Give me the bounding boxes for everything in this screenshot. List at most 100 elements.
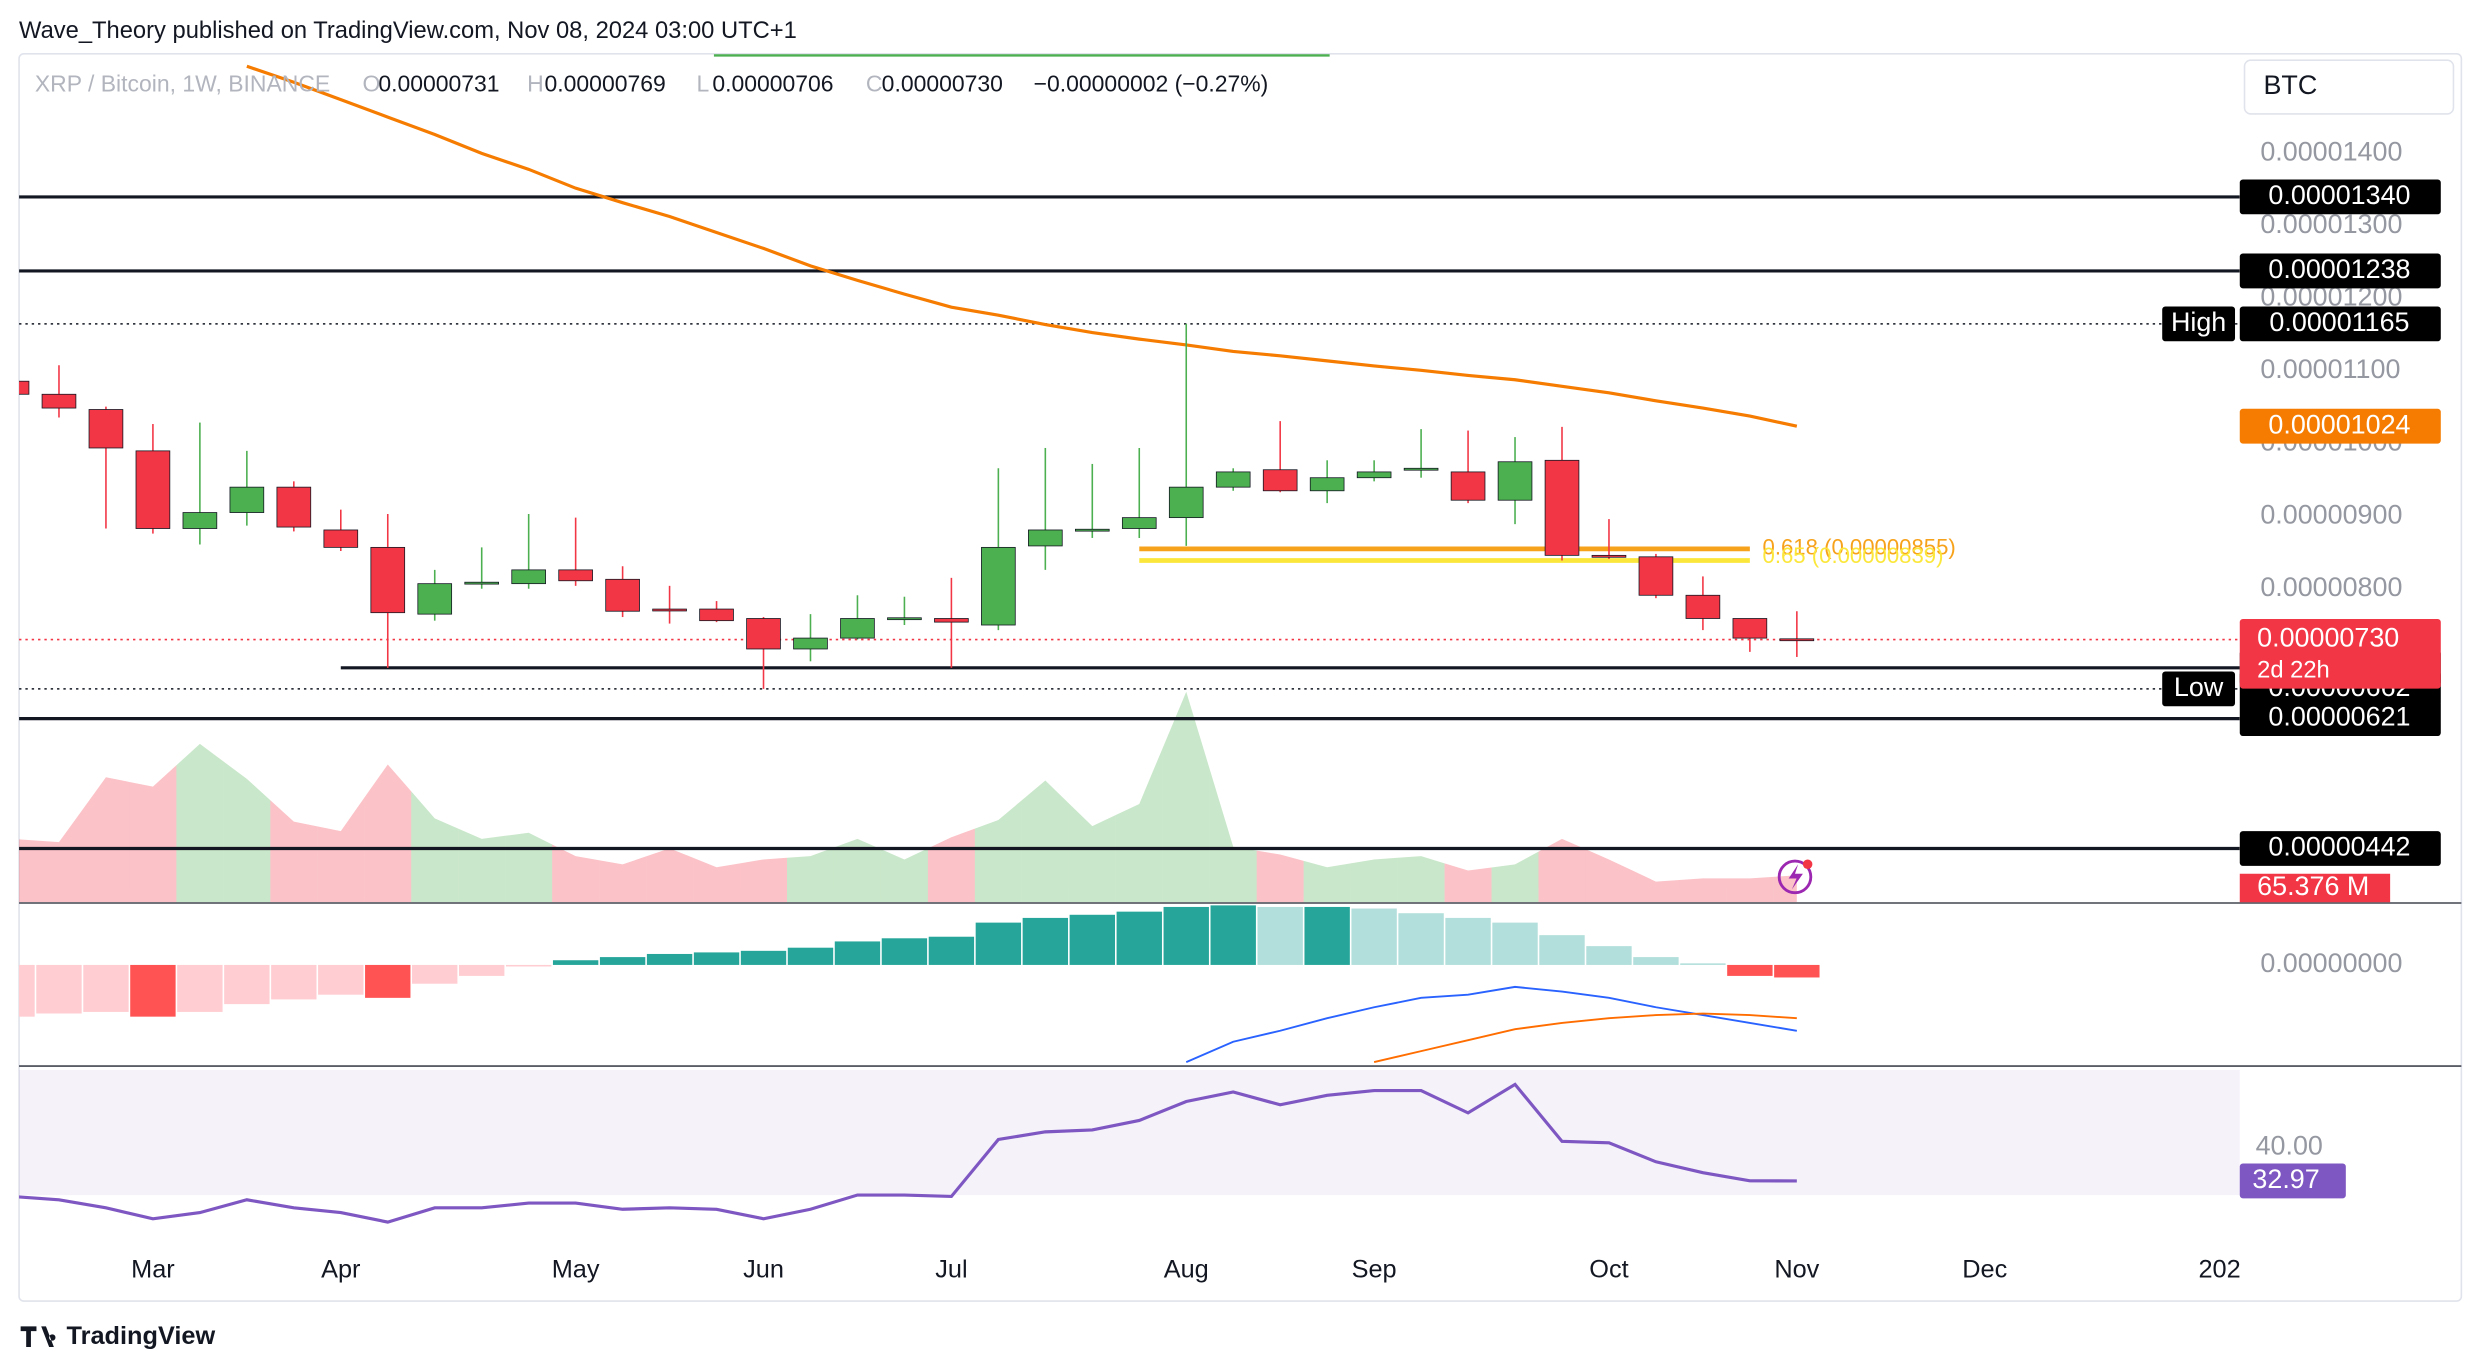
candle-body [1309,477,1345,492]
x-tick-label: Jun [743,1256,784,1284]
volume-area [1303,860,1351,903]
candle-body [1638,556,1674,596]
alert-icon[interactable] [1777,859,1813,895]
candle-body [323,529,359,548]
candle-body [276,486,312,528]
y-tick-label: 0.00001400 [2260,136,2402,166]
level-label: 0.00001238 [2268,254,2410,284]
main-pane [19,64,2240,903]
volume-area [1068,803,1116,903]
change: −0.00000002 (−0.27%) [1034,71,1269,97]
volume-area [1632,870,1680,903]
candle-body [19,380,30,395]
histogram-bar [552,960,599,965]
volume-area [82,777,130,903]
macd-line [1373,1012,1797,1064]
ohlc-value: 0.00000769 [545,71,666,97]
rsi-pane [19,1082,1797,1224]
x-tick-label: Mar [131,1256,175,1284]
histogram-bar [1257,906,1303,965]
candle-body [1403,467,1439,471]
candle-body [370,546,406,614]
candle-body [135,450,171,529]
histogram-bar [599,957,646,965]
histogram-bar [1492,922,1538,965]
level-tag-box [2162,306,2236,342]
ma-label-box [2239,408,2441,444]
volume-area [35,809,83,903]
rsi-label-box [2239,1163,2346,1199]
candle-body [1591,554,1627,558]
histogram-bar [177,964,223,1012]
y-tick-label: 40.00 [2256,1131,2323,1161]
level-label: 0.00001340 [2268,180,2410,210]
volume-area [880,848,928,903]
histogram-bar [1727,964,1773,976]
x-tick-label: 202 [2198,1256,2240,1284]
volume-area [1726,876,1774,903]
histogram-bar [1445,917,1491,965]
histogram-bar [365,964,411,998]
y-tick-label: 0.00000900 [2260,499,2402,529]
candle-body [229,486,265,513]
y-tick-label: 0.00001100 [2260,354,2400,384]
x-tick-label: Sep [1352,1256,1397,1284]
volume-area [270,800,318,903]
histogram-bar [1116,911,1162,965]
candle-body [887,617,922,621]
histogram-bar [1304,906,1350,965]
candle-body [1779,638,1815,642]
ma-label: 0.00001024 [2268,409,2410,439]
macd-pane [19,905,1820,1064]
rsi-line [19,1082,1797,1224]
histogram-bar [881,938,928,965]
brand-logo [20,1326,56,1347]
volume-area [833,838,881,903]
candle-body [1028,529,1063,547]
x-tick-label: Oct [1589,1256,1628,1284]
ohlc-key: H [527,71,544,97]
volume-area [693,857,741,903]
candle-body [1168,486,1204,519]
volume-area [927,828,975,903]
level-label: 0.00001165 [2269,307,2409,337]
volume-area [1491,851,1539,903]
candle-body [605,578,640,612]
candle-body [1215,471,1251,488]
histogram-bar [834,941,881,965]
histogram-bar [787,947,834,965]
x-tick-label: May [552,1256,600,1284]
volume-area [599,856,647,903]
level-label: 0.00000442 [2268,832,2410,862]
publisher-line: Wave_Theory published on TradingView.com… [19,18,797,44]
histogram-bar [1398,913,1444,965]
volume-area [1256,850,1304,903]
level-tag: High [2171,307,2226,337]
ohlc-key: O [363,71,381,97]
volume-area [1585,849,1633,903]
candle-body [699,608,734,622]
histogram-bar [412,964,458,984]
price-label-box [2239,618,2441,689]
histogram-bar [1586,946,1632,965]
histogram-bar [505,964,552,967]
histogram-bar [130,964,176,1017]
currency-button[interactable] [2243,59,2455,115]
macd-line [1185,985,1797,1063]
y-tick-label: 0.00000000 [2260,948,2402,978]
histogram-bar [224,964,270,1005]
histogram-bar [459,964,505,976]
candle-body [1074,528,1110,532]
volume-area [19,839,36,903]
moving-average [246,64,1798,428]
ohlc-value: 0.00000731 [378,71,499,97]
brand: TradingView [67,1322,216,1350]
currency[interactable]: BTC [2264,70,2318,100]
fib-label: 0.618 (0.00000855) [1763,535,1956,560]
histogram-bar [19,964,35,1017]
volume-area [1444,863,1492,903]
volume-area [1209,769,1257,903]
fib-label: 0.65 (0.00000839) [1763,543,1944,568]
